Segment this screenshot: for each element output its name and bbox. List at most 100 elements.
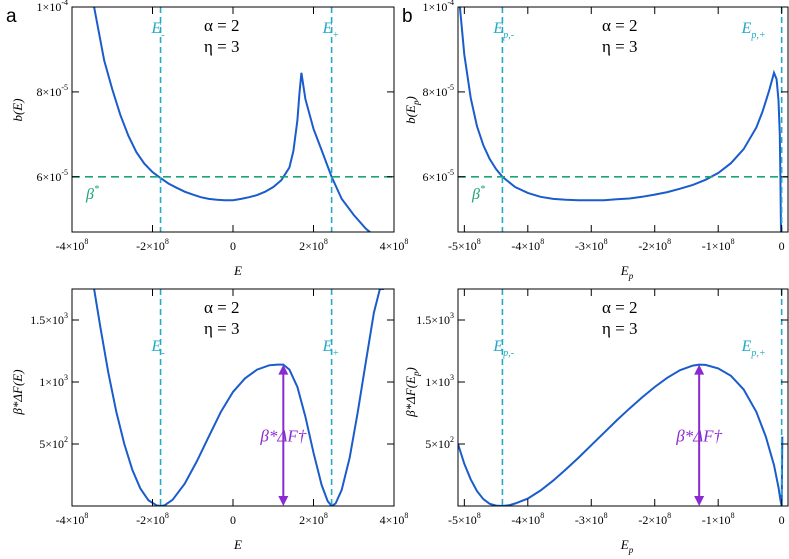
vline-label-sub: p,-	[502, 30, 514, 41]
barrier-arrow-head-bottom	[694, 496, 705, 506]
y-tick-label: 5×102	[425, 435, 454, 451]
x-tick-label-base: -3×10	[575, 513, 604, 527]
vline-label-sub: -	[161, 348, 164, 359]
vline-label-sub: p,+	[750, 348, 765, 359]
x-tick-label: -2×108	[638, 511, 671, 527]
x-tick-label: -1×108	[702, 511, 735, 527]
y-tick-label: 5×102	[39, 435, 68, 451]
x-tick-label: 0	[779, 239, 785, 253]
panel-b: β*Ep,- Ep,+-5×108 -4×108 -3×108 -2×108 -1×108…	[403, 0, 789, 281]
x-tick-label: -4×108	[56, 237, 89, 253]
x-tick-label-base: 0	[779, 239, 785, 253]
vline-label-main: E	[492, 20, 503, 37]
x-tick-label-exp: 8	[731, 237, 735, 246]
y-axis-label-sub: p	[411, 100, 421, 106]
x-tick-label-base: -2×10	[136, 513, 165, 527]
vline-label-main: E	[322, 20, 333, 37]
y-tick-label-exp: -5	[447, 168, 454, 177]
y-tick-label-exp: -5	[61, 168, 68, 177]
vline-label-main: E	[151, 338, 162, 355]
y-tick-label-base: 6×10	[37, 170, 62, 184]
x-tick-label: -3×108	[575, 237, 608, 253]
y-tick-label-exp: 2	[450, 435, 454, 444]
vline-label-main: E	[322, 338, 333, 355]
barrier-arrow-head-top	[278, 364, 289, 375]
panel-letter-b: b	[402, 6, 413, 27]
x-tick-label-exp: 8	[324, 237, 328, 246]
eta-label: η = 3	[204, 37, 239, 56]
y-axis-label: b(E)	[10, 98, 25, 121]
vline-label-plus: E+	[322, 338, 340, 359]
y-axis-label: β*ΔF(E)	[10, 369, 25, 415]
eta-label: η = 3	[204, 319, 239, 338]
x-tick-label: 2×108	[299, 237, 328, 253]
y-tick-label-exp: 3	[64, 373, 68, 382]
vline-label-minus: Ep,-	[492, 20, 514, 41]
y-tick-label: 1.5×103	[30, 311, 68, 327]
y-tick-label-base: 1.5×10	[30, 313, 64, 327]
x-tick-label-base: 2×10	[299, 513, 324, 527]
y-tick-label-base: 8×10	[423, 85, 448, 99]
alpha-label: α = 2	[602, 298, 638, 317]
y-tick-label: 1.5×103	[416, 311, 454, 327]
eta-label: η = 3	[602, 37, 637, 56]
x-tick-label: 4×108	[380, 511, 409, 527]
x-tick-label-base: -1×10	[702, 513, 731, 527]
y-tick-label-base: 6×10	[423, 170, 448, 184]
x-tick-label: -4×108	[56, 511, 89, 527]
vline-label-main: E	[741, 338, 752, 355]
x-axis-label-main: E	[620, 537, 629, 552]
beta-star-sup: *	[94, 184, 99, 195]
x-tick-label-base: -4×10	[511, 239, 540, 253]
x-tick-label-exp: 8	[667, 237, 671, 246]
x-tick-label-exp: 8	[667, 511, 671, 520]
y-tick-label-exp: -4	[447, 0, 454, 7]
x-tick-label-exp: 8	[540, 237, 544, 246]
vline-label-main: E	[151, 20, 162, 37]
x-tick-label: -5×108	[448, 511, 481, 527]
series-line	[93, 289, 384, 506]
x-tick-label-exp: 8	[404, 511, 408, 520]
alpha-label: α = 2	[204, 298, 240, 317]
x-tick-label-exp: 8	[540, 511, 544, 520]
panel-letter-a: a	[6, 6, 17, 27]
x-tick-label-base: 0	[779, 513, 785, 527]
x-axis-label: E	[233, 537, 242, 552]
y-tick-label-base: 1×10	[39, 375, 64, 389]
x-tick-label-exp: 8	[604, 237, 608, 246]
plot-free-energy-Ep: Ep,- Ep,+β*ΔF†-5×108 -4×108 -3×108 -2×108 -1×…	[416, 288, 789, 527]
y-tick-label-exp: 3	[450, 373, 454, 382]
y-tick-label-base: 1×10	[423, 0, 448, 14]
x-tick-label: 0	[779, 513, 785, 527]
x-axis-label-sub: p	[628, 545, 634, 555]
vline-label-sub: p,+	[750, 30, 765, 41]
y-tick-label-exp: 2	[64, 435, 68, 444]
axes-frame	[457, 6, 789, 233]
x-tick-label-exp: 8	[84, 237, 88, 246]
y-tick-label: 6×10-5	[423, 168, 454, 184]
plot-b-of-E: β*E- E+-4×108 -2×108 0 2×108 4×1086×10-58×10-…	[37, 0, 409, 253]
y-tick-label-exp: 3	[450, 311, 454, 320]
x-tick-label: -1×108	[702, 237, 735, 253]
vline-label-main: E	[741, 20, 752, 37]
x-tick-label-base: 4×10	[380, 513, 405, 527]
beta-star-symbol: β	[85, 186, 94, 203]
series-line	[93, 7, 372, 232]
y-tick-label: 1×103	[425, 373, 454, 389]
x-tick-label-base: -2×10	[638, 513, 667, 527]
y-tick-label-exp: -5	[61, 83, 68, 92]
x-tick-label-base: -4×10	[56, 513, 85, 527]
x-axis-label-main: E	[620, 263, 629, 278]
x-tick-label: -4×108	[511, 237, 544, 253]
x-axis-label: Ep	[620, 537, 634, 555]
x-tick-label-base: -2×10	[638, 239, 667, 253]
vline-label-sub: -	[161, 30, 164, 41]
beta-star-label: β*	[85, 184, 99, 203]
panel-d: Ep,- Ep,+β*ΔF†-5×108 -4×108 -3×108 -2×108 -1×…	[403, 288, 789, 555]
vline-label-sub: p,-	[502, 348, 514, 359]
y-tick-label-exp: -5	[447, 83, 454, 92]
axes-frame	[457, 288, 789, 507]
y-axis-label: b(Ep)	[403, 96, 421, 124]
vline-label-minus: Ep,-	[492, 338, 514, 359]
